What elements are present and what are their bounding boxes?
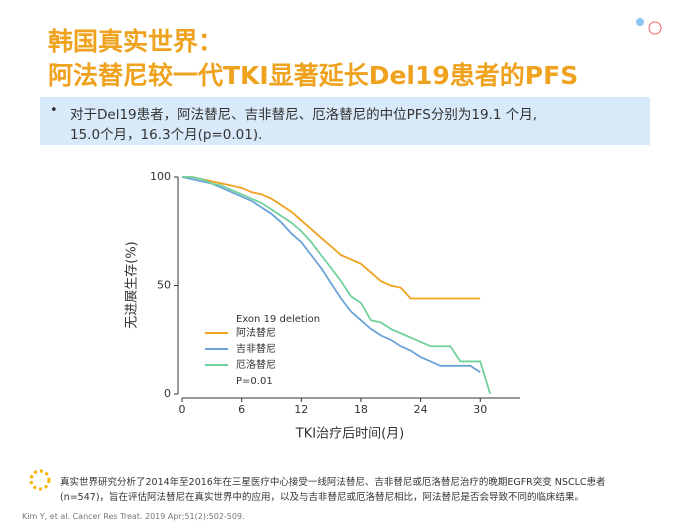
series-line [181,176,481,374]
y-axis-label: 无进展生存(%) [125,241,140,329]
x-tick-label: 24 [414,403,428,416]
series-line [182,176,492,395]
x-tick-label: 6 [238,403,245,416]
annotation: P=0.01 [236,376,273,387]
bullet-text: 15.0个月，16.3个月(p=0.01). [70,127,263,143]
series-line [182,176,481,300]
footnote: 真实世界研究分析了2014年至2016年在三星医疗中心接受一线阿法替尼、吉非替尼… [60,477,606,488]
citation: Kim Y, et al. Cancer Res Treat. 2019 Apr… [22,512,245,521]
x-tick-label: 30 [473,403,487,416]
y-tick-label: 0 [164,387,171,400]
bullet-box: • 对于Del19患者，阿法替尼、吉非替尼、厄洛替尼的中位PFS分别为19.1 … [40,97,650,145]
x-tick-label: 12 [294,403,308,416]
y-tick-label: 50 [157,279,171,292]
x-tick-label: 0 [179,403,186,416]
y-tick-label: 100 [150,170,171,183]
bullet: • [50,103,58,118]
x-axis-label: TKI治疗后时间(月) [295,427,404,442]
decor [648,21,662,35]
legend-title: Exon 19 deletion [236,314,320,325]
slide-title: 阿法替尼较一代TKI显著延长Del19患者的PFS [48,61,579,90]
decor [636,18,644,26]
bullet-text: 对于Del19患者，阿法替尼、吉非替尼、厄洛替尼的中位PFS分别为19.1 个月… [70,107,538,123]
legend-label: 吉非替尼 [236,342,276,355]
slide-title: 韩国真实世界： [48,27,224,56]
legend-label: 阿法替尼 [236,326,276,339]
legend-label: 厄洛替尼 [236,358,276,371]
logo [29,469,51,491]
x-tick-label: 18 [354,403,368,416]
footnote: (n=547)，旨在评估阿法替尼在真实世界中的应用，以及与吉非替尼或厄洛替尼相比… [60,492,585,503]
